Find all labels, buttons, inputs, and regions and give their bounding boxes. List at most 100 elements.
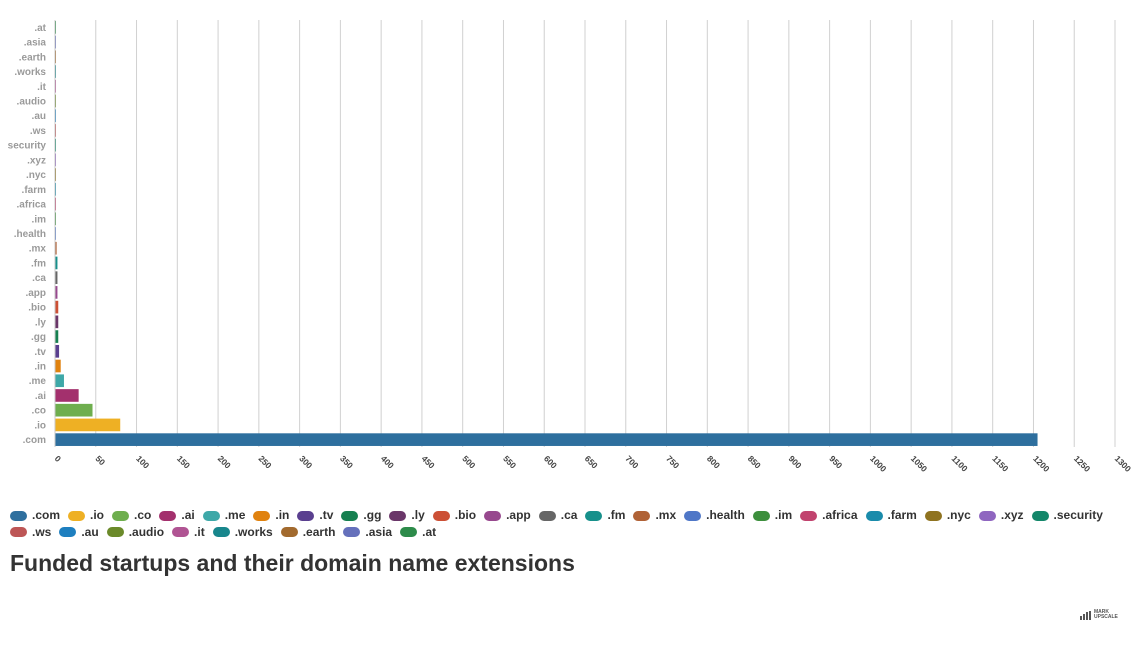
- x-tick-label: 1150: [990, 453, 1010, 473]
- legend-item[interactable]: .security: [1031, 508, 1103, 523]
- category-label: .xyz: [27, 155, 46, 166]
- legend-item[interactable]: .earth: [280, 525, 335, 540]
- legend-swatch: [280, 527, 298, 537]
- legend-item[interactable]: .at: [400, 525, 436, 540]
- legend-item[interactable]: .mx: [633, 508, 676, 523]
- category-label: .co: [32, 406, 46, 417]
- legend-item[interactable]: .fm: [585, 508, 625, 523]
- bar-ai: [55, 389, 79, 402]
- legend: .com .io .co .ai .me .in .tv .gg .ly .bio .app .ca.…: [10, 508, 1125, 541]
- legend-item[interactable]: .gg: [341, 508, 381, 523]
- bar-ca: [55, 271, 58, 285]
- category-label: .earth: [19, 52, 46, 63]
- category-label: .nyc: [26, 170, 46, 181]
- legend-label: .fm: [607, 508, 626, 522]
- x-tick-label: 1300: [1113, 453, 1134, 474]
- legend-swatch: [684, 510, 702, 521]
- legend-item[interactable]: .ws: [10, 525, 51, 540]
- category-label: .works: [14, 67, 46, 78]
- legend-swatch: [538, 510, 556, 521]
- legend-item[interactable]: .ly: [389, 508, 425, 523]
- category-label: .ai: [35, 391, 46, 402]
- brand-bars-icon: [1080, 610, 1092, 620]
- legend-item[interactable]: .asia: [343, 525, 392, 540]
- legend-label: .ca: [560, 508, 578, 522]
- category-label: .bio: [28, 303, 46, 314]
- chart-title: Funded startups and their domain name ex…: [10, 550, 575, 576]
- category-label: security: [8, 141, 47, 152]
- category-label: .ca: [32, 273, 46, 284]
- legend-label: .farm: [887, 508, 917, 522]
- bar-com: [55, 433, 1038, 446]
- bar-mx: [55, 241, 57, 255]
- legend-item[interactable]: .com: [10, 508, 60, 523]
- legend-item[interactable]: .io: [68, 508, 104, 523]
- legend-swatch: [865, 510, 883, 521]
- legend-item[interactable]: .nyc: [924, 508, 971, 523]
- x-tick-label: 1100: [950, 453, 970, 473]
- legend-swatch: [1031, 510, 1049, 521]
- legend-swatch: [106, 527, 124, 537]
- legend-label: .gg: [363, 508, 382, 522]
- legend-item[interactable]: .health: [684, 508, 745, 523]
- legend-swatch: [59, 527, 77, 537]
- bar-gg: [55, 330, 59, 343]
- legend-item[interactable]: .africa: [800, 508, 858, 523]
- x-tick-label: 350: [338, 453, 355, 470]
- legend-label: .asia: [365, 524, 393, 539]
- legend-item[interactable]: .ai: [159, 508, 195, 523]
- bar-app: [55, 286, 58, 299]
- category-label: .at: [34, 23, 46, 34]
- legend-label: .africa: [822, 508, 858, 522]
- bar-in: [55, 359, 61, 373]
- legend-label: .health: [706, 508, 745, 522]
- legend-swatch: [172, 527, 190, 537]
- brand-line2: UPSCALE: [1094, 614, 1118, 620]
- category-labels: .com .io .co .ai .me .in .tv .gg .ly .bio .app .ca.…: [8, 23, 47, 446]
- category-label: .farm: [22, 185, 47, 196]
- legend-item[interactable]: .app: [484, 508, 531, 523]
- bar-fm: [55, 256, 58, 270]
- legend-item[interactable]: .tv: [297, 508, 333, 523]
- legend-swatch: [202, 510, 220, 521]
- bar-me: [55, 374, 64, 388]
- category-label: .au: [32, 111, 46, 122]
- legend-item[interactable]: .farm: [865, 508, 917, 523]
- legend-item[interactable]: .me: [202, 508, 246, 523]
- category-label: .ly: [35, 317, 47, 328]
- legend-item[interactable]: .in: [253, 508, 289, 523]
- category-label: .it: [37, 82, 47, 93]
- legend-swatch: [400, 527, 418, 537]
- category-label: .in: [34, 362, 46, 373]
- legend-label: .co: [134, 508, 152, 522]
- category-label: .com: [23, 435, 46, 446]
- x-tick-label: 0: [53, 453, 64, 464]
- legend-item[interactable]: .bio: [432, 508, 476, 523]
- x-tick-label: 700: [623, 453, 640, 470]
- category-label: .mx: [29, 244, 47, 255]
- legend-label: .tv: [319, 508, 334, 522]
- legend-item[interactable]: .works: [212, 525, 273, 540]
- legend-item[interactable]: .im: [752, 508, 793, 523]
- x-tick-label: 400: [379, 453, 396, 470]
- legend-item[interactable]: .it: [172, 525, 205, 540]
- bar-ly: [55, 315, 59, 329]
- legend-label: .im: [774, 508, 793, 522]
- legend-label: .me: [224, 508, 246, 522]
- legend-item[interactable]: .ca: [538, 508, 578, 523]
- legend-swatch: [297, 510, 315, 521]
- legend-label: .in: [275, 508, 290, 522]
- legend-item[interactable]: .xyz: [978, 508, 1024, 523]
- legend-label: .mx: [655, 508, 677, 522]
- legend-swatch: [112, 510, 130, 521]
- x-tick-label: 1250: [1072, 453, 1093, 474]
- brand-wordmark: MARK UPSCALE: [1094, 610, 1118, 620]
- legend-swatch: [633, 510, 651, 521]
- legend-swatch: [752, 510, 770, 521]
- legend-item[interactable]: .au: [59, 524, 99, 540]
- category-label: .health: [14, 229, 46, 240]
- legend-label: .au: [81, 524, 99, 539]
- legend-item[interactable]: .co: [112, 508, 151, 523]
- x-axis-tick-labels: 0 50 100 150 200 250 300 350 400 450 500 550 600 650 7…: [53, 453, 1134, 474]
- legend-item[interactable]: .audio: [106, 525, 164, 540]
